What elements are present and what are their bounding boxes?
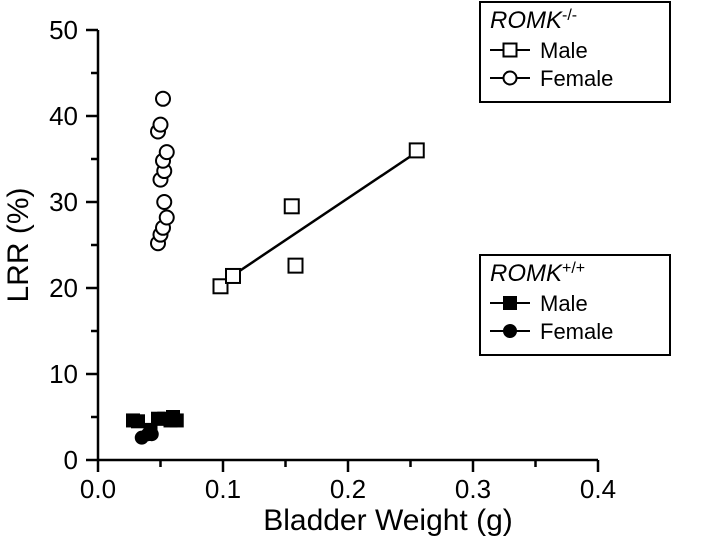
trend-line xyxy=(221,152,417,284)
legend-romk-knockout: ROMK-/-MaleFemale xyxy=(480,2,670,102)
data-point xyxy=(160,210,174,224)
data-point xyxy=(154,118,168,132)
data-point xyxy=(145,428,158,441)
data-point xyxy=(157,195,171,209)
data-point xyxy=(160,145,174,159)
data-point xyxy=(289,259,303,273)
legend-item-label: Female xyxy=(540,319,613,344)
x-tick-label: 0.0 xyxy=(80,474,116,504)
data-point xyxy=(132,415,145,428)
scatter-chart: 0.0 0.1 0.2 0.3 0.4 0 10 20 30 40 50 Bladder Weight… xyxy=(0,0,718,537)
data-point xyxy=(156,92,170,106)
data-point xyxy=(170,414,183,427)
y-tick-label: 50 xyxy=(49,15,78,45)
y-tick-label: 20 xyxy=(49,273,78,303)
y-tick-label: 40 xyxy=(49,101,78,131)
y-axis-label: LRR (%) xyxy=(2,187,35,302)
legend-item-label: Female xyxy=(540,66,613,91)
series-romk-female xyxy=(135,428,158,444)
series-romk-female xyxy=(151,92,174,250)
x-tick-label: 0.1 xyxy=(205,474,241,504)
legend-item-label: Male xyxy=(540,38,588,63)
legend-marker xyxy=(504,72,517,85)
x-tick-label: 0.3 xyxy=(455,474,491,504)
legend-marker xyxy=(504,297,517,310)
legend-romk-wildtype: ROMK+/+MaleFemale xyxy=(480,255,670,355)
x-tick-label: 0.2 xyxy=(330,474,366,504)
x-tick-label: 0.4 xyxy=(580,474,616,504)
legend-item-label: Male xyxy=(540,291,588,316)
data-point xyxy=(285,199,299,213)
x-axis-label: Bladder Weight (g) xyxy=(263,504,513,537)
y-tick-label: 10 xyxy=(49,359,78,389)
legend-marker xyxy=(504,325,517,338)
legend-marker xyxy=(504,44,517,57)
data-point xyxy=(410,143,424,157)
y-tick-label: 0 xyxy=(64,445,78,475)
data-point xyxy=(226,269,240,283)
y-tick-label: 30 xyxy=(49,187,78,217)
